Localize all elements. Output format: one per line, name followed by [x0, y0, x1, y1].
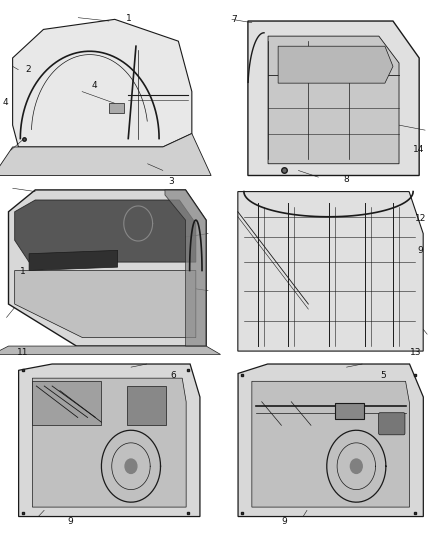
Polygon shape: [14, 200, 196, 262]
Text: 11: 11: [17, 349, 28, 357]
Polygon shape: [0, 133, 211, 175]
Polygon shape: [238, 364, 423, 516]
Text: 8: 8: [343, 175, 349, 184]
Polygon shape: [252, 381, 410, 507]
FancyBboxPatch shape: [127, 386, 166, 425]
Circle shape: [125, 459, 137, 473]
Text: 5: 5: [380, 372, 386, 380]
Polygon shape: [165, 190, 206, 346]
FancyBboxPatch shape: [32, 381, 101, 425]
Text: 9: 9: [282, 517, 288, 526]
Polygon shape: [29, 251, 117, 271]
Text: 1: 1: [20, 268, 26, 276]
Polygon shape: [268, 36, 399, 164]
Text: 3: 3: [168, 177, 174, 185]
FancyBboxPatch shape: [335, 403, 364, 419]
Text: 9: 9: [67, 517, 73, 526]
Text: 9: 9: [417, 246, 424, 255]
Polygon shape: [18, 364, 200, 516]
Polygon shape: [13, 19, 192, 147]
FancyBboxPatch shape: [378, 413, 405, 435]
Text: 14: 14: [413, 145, 424, 154]
Polygon shape: [238, 191, 423, 351]
Text: 13: 13: [410, 349, 422, 357]
Text: 4: 4: [92, 81, 97, 90]
Text: 1: 1: [126, 14, 132, 22]
FancyBboxPatch shape: [109, 103, 124, 114]
Circle shape: [350, 459, 362, 473]
Text: 6: 6: [170, 372, 176, 380]
Polygon shape: [32, 378, 186, 507]
Text: 7: 7: [231, 15, 237, 24]
Text: 12: 12: [415, 214, 426, 223]
Polygon shape: [14, 271, 196, 338]
Text: 2: 2: [26, 65, 31, 74]
Polygon shape: [0, 346, 220, 354]
Text: 4: 4: [3, 98, 8, 107]
Polygon shape: [278, 46, 393, 83]
Polygon shape: [248, 21, 419, 175]
Polygon shape: [8, 190, 206, 346]
